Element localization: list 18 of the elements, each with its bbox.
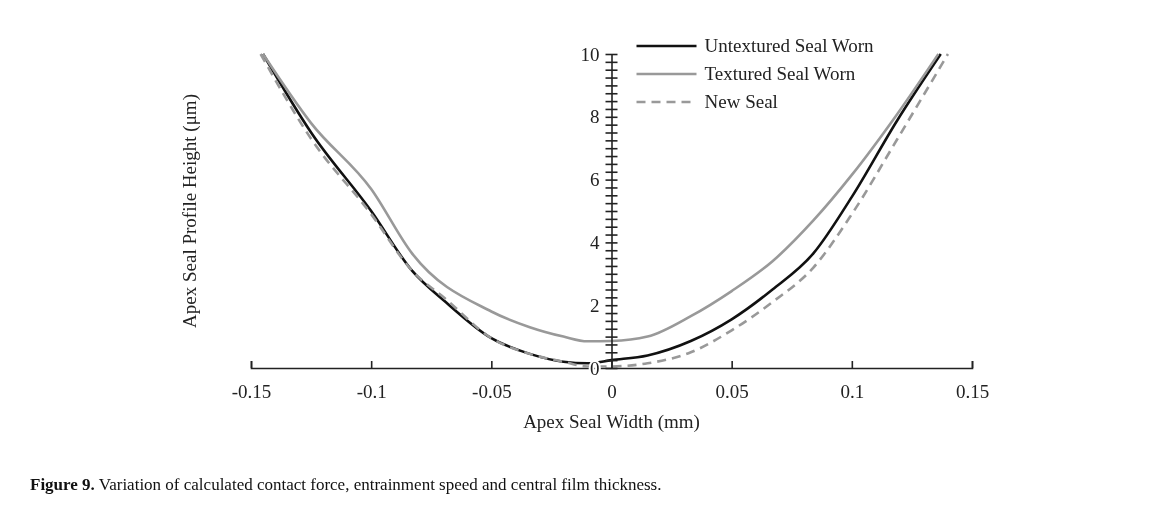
x-tick-label: 0 [607, 381, 617, 402]
caption: Figure 9. Variation of calculated contact force, entrainment speed and central film thickness. [30, 475, 662, 494]
y-tick-label: 10 [580, 43, 600, 65]
legend-label: Textured Seal Worn [704, 63, 856, 84]
y-tick-label: 8 [590, 106, 600, 128]
legend-label: Untextured Seal Worn [704, 35, 875, 56]
x-tick-label: 0.15 [955, 381, 990, 402]
x-tick-label: 0.1 [840, 381, 865, 402]
x-tick-label: 0.05 [715, 381, 749, 402]
y-axis-title: Apex Seal Profile Height (μm) [179, 94, 201, 328]
y-tick-label: 2 [590, 294, 600, 316]
y-tick-label: 6 [590, 169, 600, 191]
legend-label: New Seal [704, 91, 778, 112]
x-tick-label: -0.1 [356, 381, 387, 402]
x-axis-title: Apex Seal Width (mm) [523, 411, 700, 433]
y-tick-label: 4 [590, 231, 600, 253]
x-tick-label: -0.05 [472, 381, 512, 402]
x-tick-label: -0.15 [231, 381, 272, 402]
